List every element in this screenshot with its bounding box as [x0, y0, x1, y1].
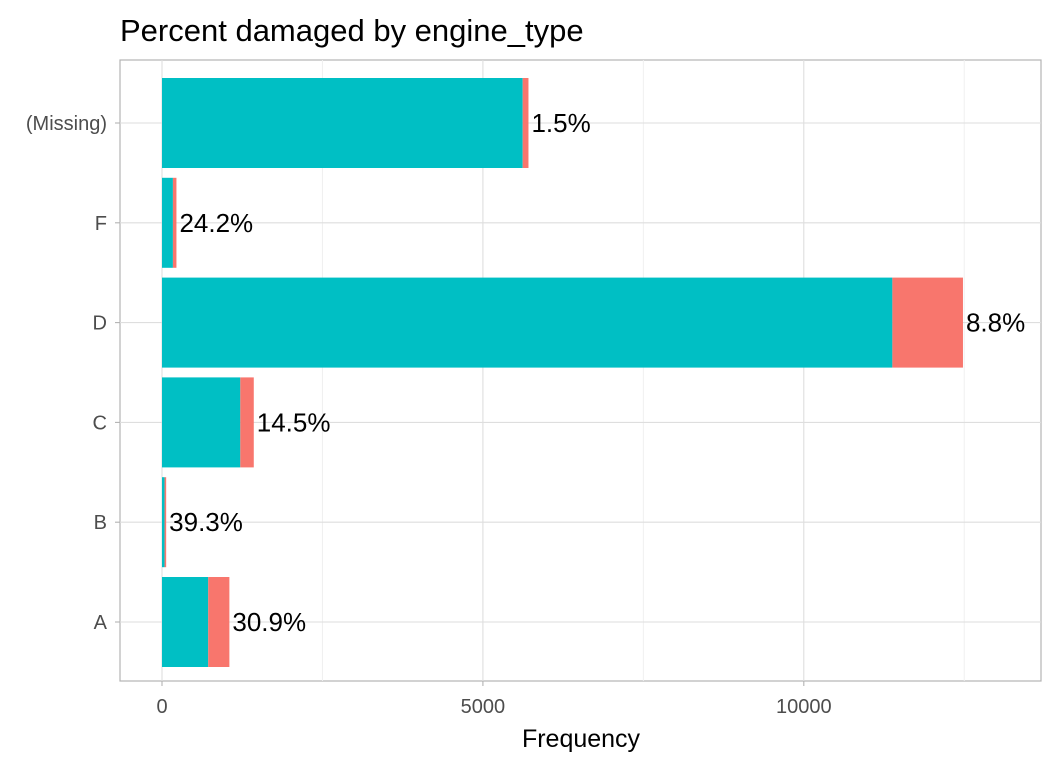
x-tick-label: 0: [156, 696, 167, 718]
bar-segment-damaged: [208, 577, 230, 667]
x-axis: 0 5000 10000: [156, 681, 832, 718]
bar-labels: 30.9% 39.3% 14.5% 8.8% 24.2% 1.5%: [169, 108, 1025, 637]
bar-value-label: 24.2%: [179, 208, 253, 238]
y-tick-label: A: [94, 612, 108, 634]
bar-segment-undamaged: [162, 177, 173, 268]
y-tick-label: B: [94, 512, 107, 534]
bar-segment-damaged: [164, 477, 167, 568]
bar-segment-undamaged: [162, 78, 523, 168]
x-axis-title: Frequency: [522, 725, 641, 753]
bar-segment-undamaged: [162, 477, 165, 568]
bar-value-label: 39.3%: [169, 507, 243, 537]
bar-value-label: 8.8%: [966, 308, 1025, 338]
bar-segment-damaged: [240, 377, 254, 468]
bar-value-label: 30.9%: [232, 607, 306, 637]
y-axis: A B C D F (Missing): [26, 113, 120, 634]
x-tick-label: 10000: [776, 696, 832, 718]
x-tick-label: 5000: [461, 696, 506, 718]
bar-segment-undamaged: [162, 377, 241, 468]
bar-value-label: 1.5%: [531, 108, 590, 138]
y-tick-label: F: [95, 213, 107, 235]
bar-value-label: 14.5%: [257, 407, 331, 437]
bar-segment-damaged: [892, 277, 963, 368]
bars: [162, 78, 963, 667]
y-tick-label: D: [93, 313, 107, 335]
y-tick-label: (Missing): [26, 113, 107, 135]
y-tick-label: C: [93, 412, 107, 434]
bar-segment-undamaged: [162, 277, 893, 368]
bar-segment-undamaged: [162, 577, 209, 667]
chart-title: Percent damaged by engine_type: [120, 13, 584, 48]
bar-segment-damaged: [522, 78, 529, 168]
bar-segment-damaged: [172, 177, 177, 268]
